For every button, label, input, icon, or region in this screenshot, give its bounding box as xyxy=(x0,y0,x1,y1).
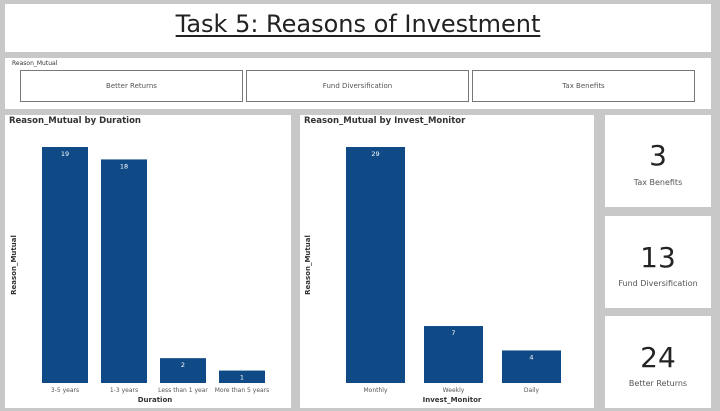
chart-title: Reason_Mutual by Duration xyxy=(9,116,141,126)
x-tick-label: 3-5 years xyxy=(51,387,79,394)
bar xyxy=(346,147,405,383)
data-label: 1 xyxy=(240,374,244,382)
card-better-returns[interactable]: 24 Better Returns xyxy=(605,316,711,408)
card-label: Better Returns xyxy=(628,379,688,388)
monitor-chart-panel[interactable]: Reason_Mutual by Invest_Monitor 29 Monthl… xyxy=(300,115,594,408)
x-tick-label: More than 5 years xyxy=(215,387,270,394)
data-label: 2 xyxy=(181,361,185,369)
data-label: 29 xyxy=(371,150,379,158)
card-value: 24 xyxy=(640,341,676,374)
bar xyxy=(502,350,561,383)
slicer-option-fund-diversification[interactable]: Fund Diversification xyxy=(246,70,469,102)
y-axis-title: Reason_Mutual xyxy=(304,235,312,295)
title-panel: Task 5: Reasons of Investment xyxy=(5,4,711,52)
duration-bar-chart: 19 3-5 years 18 1-3 years 2 Less than 1 year 1… xyxy=(10,147,270,404)
reason-slicer: Reason_Mutual Better Returns Fund Divers… xyxy=(5,58,711,109)
x-tick-label: Monthly xyxy=(363,387,387,394)
chart-title: Reason_Mutual by Invest_Monitor xyxy=(304,116,466,126)
card-value: 3 xyxy=(649,139,667,172)
bar xyxy=(160,358,206,383)
y-axis-title: Reason_Mutual xyxy=(10,235,18,295)
data-label: 19 xyxy=(61,150,69,158)
x-tick-label: Weekly xyxy=(443,387,465,394)
card-label: Tax Benefits xyxy=(633,178,683,187)
x-tick-label: 1-3 years xyxy=(110,387,138,394)
card-value: 13 xyxy=(640,241,676,274)
x-tick-label: Less than 1 year xyxy=(158,387,208,394)
slicer-option-better-returns[interactable]: Better Returns xyxy=(20,70,243,102)
card-label: Fund Diversification xyxy=(618,279,698,288)
data-label: 18 xyxy=(120,162,128,170)
data-label: 7 xyxy=(451,329,455,337)
slicer-option-tax-benefits[interactable]: Tax Benefits xyxy=(472,70,695,102)
bar xyxy=(101,159,147,383)
card-tax-benefits[interactable]: 3 Tax Benefits xyxy=(605,115,711,207)
bar xyxy=(424,326,483,383)
data-label: 4 xyxy=(529,353,533,361)
x-axis-title: Invest_Monitor xyxy=(423,396,482,404)
page-title: Task 5: Reasons of Investment xyxy=(175,10,541,38)
bar xyxy=(219,370,265,383)
x-tick-label: Daily xyxy=(524,387,540,394)
bar xyxy=(42,147,88,383)
slicer-label: Reason_Mutual xyxy=(12,60,58,67)
card-fund-diversification[interactable]: 13 Fund Diversification xyxy=(605,216,711,308)
monitor-bar-chart: 29 Monthly 7 Weekly 4 Daily Invest_Monitor Reas… xyxy=(304,147,561,404)
x-axis-title: Duration xyxy=(138,396,173,404)
duration-chart-panel[interactable]: Reason_Mutual by Duration 19 3-5 years 18 1… xyxy=(5,115,291,408)
